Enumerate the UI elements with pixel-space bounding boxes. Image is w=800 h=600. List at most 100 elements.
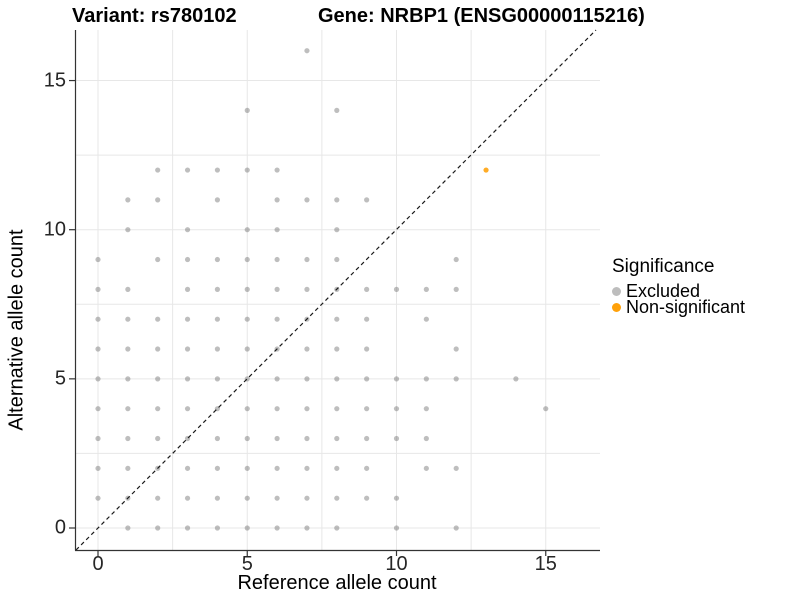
data-point-excluded bbox=[334, 316, 340, 322]
data-point-excluded bbox=[244, 346, 250, 352]
data-point-excluded bbox=[334, 435, 340, 442]
data-point-excluded bbox=[423, 286, 429, 292]
data-point-excluded bbox=[155, 167, 161, 173]
data-point-excluded bbox=[244, 495, 250, 501]
data-point-excluded bbox=[364, 346, 370, 352]
data-point-excluded bbox=[155, 435, 161, 442]
data-point-excluded bbox=[214, 316, 220, 322]
data-point-excluded bbox=[304, 525, 310, 531]
x-tick-label: 0 bbox=[92, 553, 104, 575]
legend-item-label: Excluded bbox=[626, 280, 701, 301]
data-point-excluded bbox=[155, 495, 161, 501]
data-point-excluded bbox=[214, 435, 220, 442]
variant-title: Variant: rs780102 bbox=[72, 5, 237, 27]
data-point-excluded bbox=[304, 465, 310, 471]
data-point-excluded bbox=[423, 316, 429, 322]
data-point-excluded bbox=[214, 286, 220, 292]
data-point-excluded bbox=[244, 465, 250, 471]
data-point-excluded bbox=[214, 376, 220, 382]
data-point-excluded bbox=[304, 197, 310, 203]
data-point-excluded bbox=[184, 376, 191, 382]
data-point-non-significant bbox=[483, 167, 489, 173]
axes-lines bbox=[69, 30, 600, 556]
data-point-excluded bbox=[95, 406, 101, 412]
data-point-excluded bbox=[214, 256, 220, 263]
data-point-excluded bbox=[95, 435, 101, 442]
data-point-excluded bbox=[364, 376, 370, 382]
data-point-excluded bbox=[214, 495, 220, 501]
data-point-excluded bbox=[274, 227, 280, 233]
data-point-excluded bbox=[274, 435, 280, 442]
data-point-excluded bbox=[393, 376, 400, 382]
data-point-excluded bbox=[184, 316, 191, 322]
data-point-excluded bbox=[453, 256, 459, 263]
data-point-excluded bbox=[334, 256, 340, 263]
data-point-excluded bbox=[334, 406, 340, 412]
data-point-excluded bbox=[393, 495, 400, 501]
legend: Significance Excluded Non-significant bbox=[612, 256, 746, 317]
y-axis-title: Alternative allele count bbox=[5, 229, 28, 431]
data-point-excluded bbox=[304, 346, 310, 352]
data-point-excluded bbox=[155, 316, 161, 322]
data-point-excluded bbox=[125, 525, 131, 531]
data-point-excluded bbox=[214, 465, 220, 471]
data-point-excluded bbox=[453, 465, 459, 471]
data-point-excluded bbox=[125, 406, 131, 412]
x-tick-label: 5 bbox=[241, 553, 253, 575]
data-point-excluded bbox=[453, 346, 459, 352]
data-point-excluded bbox=[274, 406, 280, 412]
data-point-excluded bbox=[155, 346, 161, 352]
data-point-excluded bbox=[274, 316, 280, 322]
x-tick-label: 15 bbox=[534, 553, 557, 575]
data-point-excluded bbox=[304, 406, 310, 412]
data-point-excluded bbox=[513, 376, 519, 382]
legend-title: Significance bbox=[612, 256, 715, 277]
data-point-excluded bbox=[184, 465, 191, 471]
data-point-excluded bbox=[274, 465, 280, 471]
data-point-excluded bbox=[364, 316, 370, 322]
data-point-excluded bbox=[423, 435, 429, 442]
data-point-excluded bbox=[184, 167, 191, 173]
data-point-excluded bbox=[274, 286, 280, 292]
data-point-excluded bbox=[184, 495, 191, 501]
data-point-excluded bbox=[125, 435, 131, 442]
data-point-excluded bbox=[184, 525, 191, 531]
data-point-excluded bbox=[95, 495, 101, 501]
data-point-excluded bbox=[125, 227, 131, 233]
data-point-excluded bbox=[184, 256, 191, 263]
legend-item-label: Non-significant bbox=[626, 296, 746, 317]
x-tick-label: 10 bbox=[385, 553, 408, 575]
data-point-excluded bbox=[453, 525, 459, 531]
data-point-excluded bbox=[214, 197, 220, 203]
data-point-excluded bbox=[95, 346, 101, 352]
data-point-excluded bbox=[95, 256, 101, 263]
data-point-excluded bbox=[334, 525, 340, 531]
y-tick-label: 0 bbox=[54, 516, 66, 539]
data-point-excluded bbox=[155, 197, 161, 203]
data-point-excluded bbox=[244, 316, 250, 322]
data-point-excluded bbox=[334, 227, 340, 233]
y-tick-label: 15 bbox=[43, 69, 66, 92]
data-point-excluded bbox=[423, 465, 429, 471]
data-point-excluded bbox=[274, 197, 280, 203]
data-point-excluded bbox=[393, 435, 400, 442]
data-point-excluded bbox=[95, 465, 101, 471]
data-point-excluded bbox=[334, 107, 340, 113]
gene-title: Gene: NRBP1 (ENSG00000115216) bbox=[318, 5, 645, 27]
data-point-excluded bbox=[244, 107, 250, 113]
data-point-excluded bbox=[274, 495, 280, 501]
data-point-excluded bbox=[304, 495, 310, 501]
data-point-excluded bbox=[364, 435, 370, 442]
excluded-dot-icon bbox=[612, 286, 621, 296]
non-significant-dot-icon bbox=[612, 302, 621, 312]
data-point-excluded bbox=[244, 167, 250, 173]
data-point-excluded bbox=[334, 197, 340, 203]
data-point-excluded bbox=[423, 406, 429, 412]
data-point-excluded bbox=[393, 525, 400, 531]
data-point-excluded bbox=[184, 406, 191, 412]
data-point-excluded bbox=[125, 346, 131, 352]
x-axis-title: Reference allele count bbox=[237, 572, 437, 594]
data-point-excluded bbox=[453, 376, 459, 382]
